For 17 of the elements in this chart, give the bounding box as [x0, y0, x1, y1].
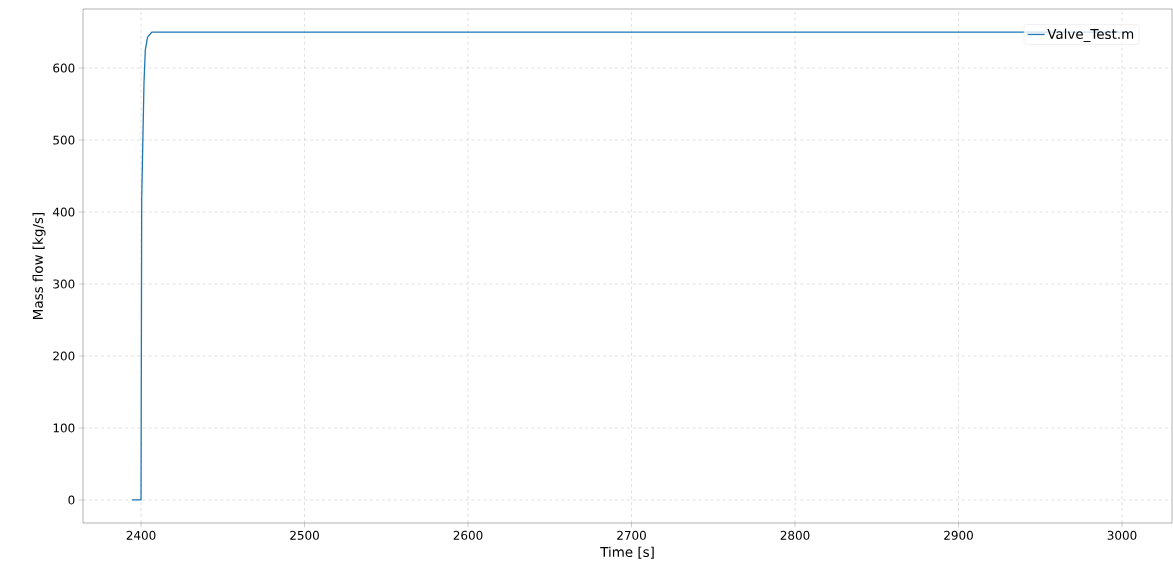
y-tick-label: 600 [53, 63, 75, 73]
x-tick-label: 2500 [290, 530, 319, 540]
y-axis-title: Mass flow [kg/s] [32, 212, 46, 319]
y-tick-label: 200 [53, 351, 75, 361]
x-tick-label: 2900 [944, 530, 973, 540]
x-tick-label: 2700 [617, 530, 646, 540]
y-tick-label: 500 [53, 135, 75, 145]
y-tick-label: 0 [68, 495, 75, 505]
legend-label: Valve_Test.m [1047, 28, 1134, 42]
y-tick-label: 100 [53, 423, 75, 433]
x-tick-label: 2800 [780, 530, 810, 540]
y-tick-label: 400 [52, 207, 75, 217]
x-tick-label: 2400 [126, 530, 156, 540]
x-axis-title: Time [s] [600, 546, 654, 559]
y-tick-label: 300 [53, 279, 75, 289]
x-tick-label: 2600 [453, 530, 483, 540]
x-tick-label: 3000 [1107, 530, 1137, 540]
